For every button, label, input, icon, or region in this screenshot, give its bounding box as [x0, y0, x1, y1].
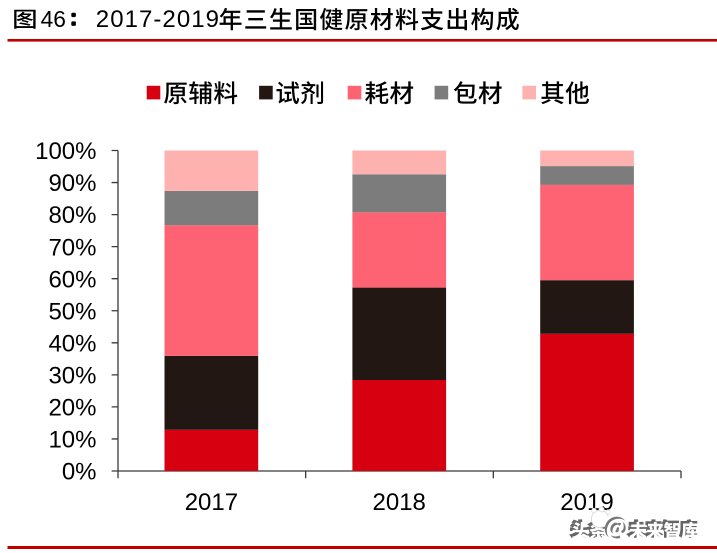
svg-text:46: 46 — [41, 6, 66, 32]
svg-text:90%: 90% — [48, 170, 96, 197]
svg-text:2017-2019: 2017-2019 — [96, 6, 220, 33]
svg-text:30%: 30% — [48, 362, 96, 389]
svg-text:0%: 0% — [62, 459, 97, 486]
svg-text:10%: 10% — [48, 427, 96, 454]
svg-text:2017: 2017 — [185, 489, 238, 516]
svg-text:100%: 100% — [35, 138, 96, 165]
svg-text:80%: 80% — [48, 202, 96, 229]
svg-text:60%: 60% — [48, 266, 96, 293]
svg-text:70%: 70% — [48, 234, 96, 261]
svg-text:2018: 2018 — [373, 489, 426, 516]
svg-text:20%: 20% — [48, 395, 96, 422]
svg-text:50%: 50% — [48, 298, 96, 325]
svg-text:40%: 40% — [48, 330, 96, 357]
